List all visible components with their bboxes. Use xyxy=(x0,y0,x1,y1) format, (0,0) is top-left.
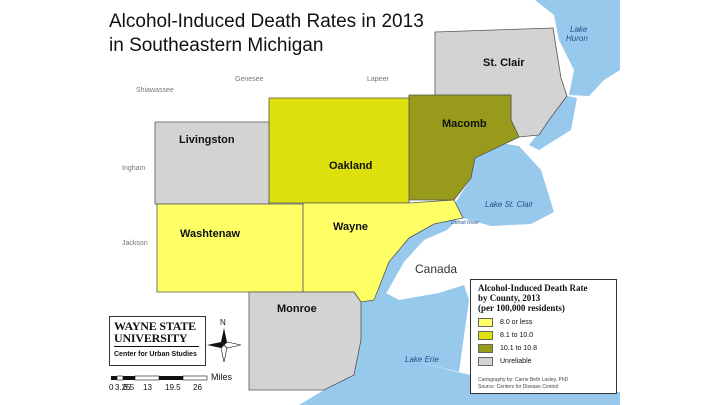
logo-line1: WAYNE STATE xyxy=(114,319,196,333)
scale-tick-3-25: 3.25 xyxy=(115,383,131,392)
lake-huron xyxy=(535,0,620,96)
county-label-macomb: Macomb xyxy=(442,118,487,130)
water-label-detroit-river: Detroit River xyxy=(451,220,479,226)
water-label-lake-erie: Lake Erie xyxy=(405,355,439,364)
map-legend: Alcohol-Induced Death Rate by County, 20… xyxy=(470,279,617,394)
county-label-st-clair: St. Clair xyxy=(483,57,525,69)
logo-wordmark: WAYNE STATE UNIVERSITY xyxy=(114,320,196,344)
legend-title: Alcohol-Induced Death Rate by County, 20… xyxy=(478,283,613,313)
st-clair-river xyxy=(529,96,577,150)
logo-divider xyxy=(114,346,199,347)
county-label-livingston: Livingston xyxy=(179,134,235,146)
legend-title-line1: Alcohol-Induced Death Rate xyxy=(478,283,588,293)
legend-item-label: 8.0 or less xyxy=(500,319,533,326)
water-label-lake-st-clair: Lake St. Clair xyxy=(485,200,534,209)
county-label-monroe: Monroe xyxy=(277,303,317,315)
lake-erie-shore-right xyxy=(399,285,469,372)
neighbor-label-shiawassee: Shiawassee xyxy=(136,87,174,94)
county-oakland xyxy=(268,97,410,204)
neighbor-label-lapeer: Lapeer xyxy=(367,76,389,83)
north-arrow xyxy=(207,328,242,363)
county-washtenaw xyxy=(156,203,304,293)
water-label-lake-huron-2: Huron xyxy=(566,34,588,43)
county-label-washtenaw: Washtenaw xyxy=(180,228,241,240)
county-label-oakland: Oakland xyxy=(329,160,373,172)
legend-title-line2: by County, 2013 xyxy=(478,293,541,303)
legend-swatch xyxy=(478,357,493,366)
logo-line3: Center for Urban Studies xyxy=(114,351,197,358)
scale-tick-19-5: 19.5 xyxy=(165,383,181,392)
map-frame: Alcohol-Induced Death Rates in 2013 in S… xyxy=(99,0,620,405)
neighbor-label-genesee: Genesee xyxy=(235,76,264,83)
legend-credit-cartography: Cartography by: Carrie Beth Lasley, PhD xyxy=(478,377,569,383)
legend-credit-source: Source: Centers for Disease Control xyxy=(478,384,559,390)
scale-tick-13: 13 xyxy=(143,383,152,392)
legend-item-label: Unreliable xyxy=(500,358,532,365)
scale-unit-label: Miles xyxy=(211,372,233,382)
scale-tick-6-5: 6.5 xyxy=(123,383,135,392)
neighbor-label-ingham: Ingham xyxy=(122,165,146,172)
map-title-line1: Alcohol-Induced Death Rates in 2013 xyxy=(109,11,424,32)
neighbor-label-jackson: Jackson xyxy=(122,240,148,247)
legend-title-line3: (per 100,000 residents) xyxy=(478,303,565,313)
scale-bar xyxy=(111,375,208,381)
legend-swatch xyxy=(478,344,493,353)
lake-st-clair xyxy=(454,142,554,226)
map-canvas xyxy=(111,0,620,405)
water-label-lake-huron-1: Lake xyxy=(570,25,588,34)
county-label-wayne: Wayne xyxy=(333,221,369,233)
lake-erie xyxy=(299,292,620,405)
county-monroe xyxy=(248,291,362,391)
legend-swatch xyxy=(478,331,493,340)
legend-swatch xyxy=(478,318,493,327)
country-label-canada: Canada xyxy=(415,262,458,276)
county-macomb xyxy=(408,94,520,201)
scale-tick-26: 26 xyxy=(193,383,202,392)
wayne-state-logo: WAYNE STATE UNIVERSITY Center for Urban … xyxy=(109,316,206,366)
legend-item-label: 10.1 to 10.8 xyxy=(500,345,537,352)
compass-north-label: N xyxy=(220,318,226,327)
legend-item-label: 8.1 to 10.0 xyxy=(500,332,534,339)
map-title-line2: in Southeastern Michigan xyxy=(109,35,324,56)
logo-line2: UNIVERSITY xyxy=(114,331,188,345)
scale-tick-0: 0 xyxy=(109,383,114,392)
